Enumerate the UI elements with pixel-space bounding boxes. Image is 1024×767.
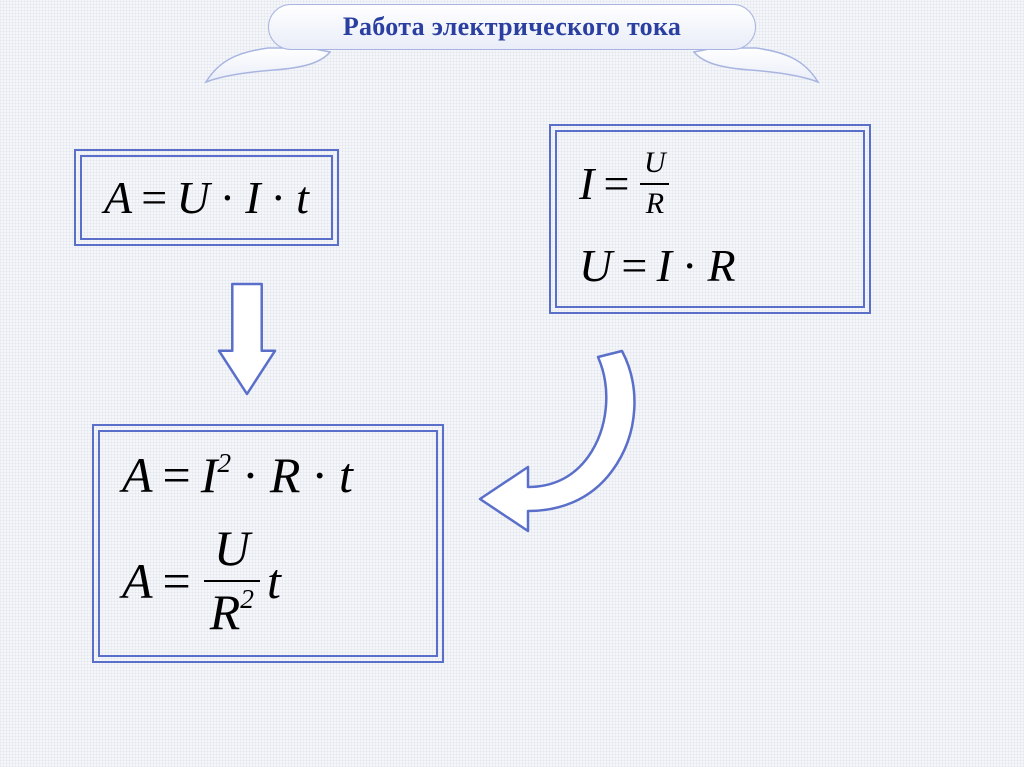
formula-box-ohm: I = U R U = I · R xyxy=(555,130,865,308)
formula-work-i2rt: A = I2 · R · t xyxy=(122,446,414,504)
formula-ohm-current: I = U R xyxy=(579,146,841,221)
formula-box-work: A = U · I · t xyxy=(80,155,333,240)
arrow-down-icon xyxy=(215,280,279,398)
page-title: Работа электрического тока xyxy=(343,12,681,42)
formula-box-derived: A = I2 · R · t A = U R2 t xyxy=(98,430,438,657)
formula-ohm-voltage: U = I · R xyxy=(579,239,841,292)
arrow-curve-icon xyxy=(472,345,662,535)
title-bar: Работа электрического тока xyxy=(268,4,756,50)
title-banner: Работа электрического тока xyxy=(200,4,824,104)
formula-work: A = U · I · t xyxy=(104,171,309,224)
formula-work-u2rt: A = U R2 t xyxy=(122,520,414,641)
